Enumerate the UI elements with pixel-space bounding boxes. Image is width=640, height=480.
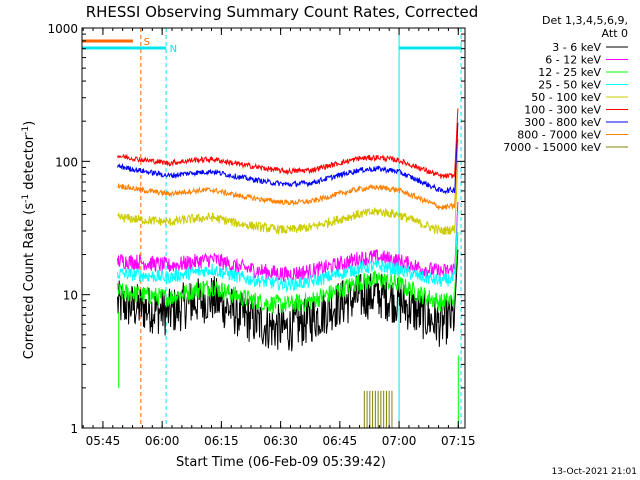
legend-label-2: 12 - 25 keV: [538, 66, 601, 79]
x-tick-label-5: 07:00: [382, 434, 417, 448]
x-tick-label-3: 06:30: [263, 434, 298, 448]
legend-label-6: 300 - 800 keV: [524, 116, 601, 129]
legend-label-4: 50 - 100 keV: [531, 91, 601, 104]
y-tick-label-1: 10: [63, 289, 78, 303]
y-tick-label-3: 1000: [47, 22, 78, 36]
x-tick-label-6: 07:15: [441, 434, 476, 448]
series-line-6: [117, 122, 459, 195]
legend-header-detectors: Det 1,3,4,5,6,9,: [542, 14, 628, 27]
series-line-1: [117, 201, 459, 283]
legend-label-1: 6 - 12 keV: [545, 54, 601, 67]
x-tick-label-1: 06:00: [145, 434, 180, 448]
series-line-7: [117, 138, 459, 211]
saa-flag-label: S: [144, 37, 150, 48]
series-line-3: [117, 211, 459, 293]
legend-label-5: 100 - 300 keV: [524, 104, 601, 117]
chart-title: RHESSI Observing Summary Count Rates, Co…: [86, 3, 479, 21]
x-tick-label-2: 06:15: [204, 434, 239, 448]
y-tick-label-0: 1: [70, 422, 78, 436]
axes: 05:45 06:00 06:15 06:30 06:45 07:00 07:15 1 10 10…: [47, 22, 475, 448]
y-axis-label: Corrected Count Rate (s-1 detector-1): [21, 121, 37, 359]
legend-label-7: 800 - 7000 keV: [517, 129, 601, 142]
x-axis-label: Start Time (06-Feb-09 05:39:42): [176, 455, 386, 470]
x-tick-label-4: 06:45: [323, 434, 358, 448]
series-line-5: [117, 108, 459, 180]
legend-label-3: 25 - 50 keV: [538, 79, 601, 92]
plot-frame: [81, 27, 466, 429]
series-line-4: [117, 161, 459, 236]
plot-area: SN: [82, 28, 462, 428]
night-flag-label: N: [170, 44, 177, 55]
legend-header-attenuator: Att 0: [602, 27, 628, 40]
legend-label-8: 7000 - 15000 keV: [503, 141, 601, 154]
x-tick-label-0: 05:45: [86, 434, 121, 448]
y-tick-label-2: 100: [55, 155, 78, 169]
legend-label-0: 3 - 6 keV: [552, 41, 601, 54]
series-line-2: [117, 232, 459, 314]
footer-timestamp: 13-Oct-2021 21:01: [552, 467, 637, 477]
